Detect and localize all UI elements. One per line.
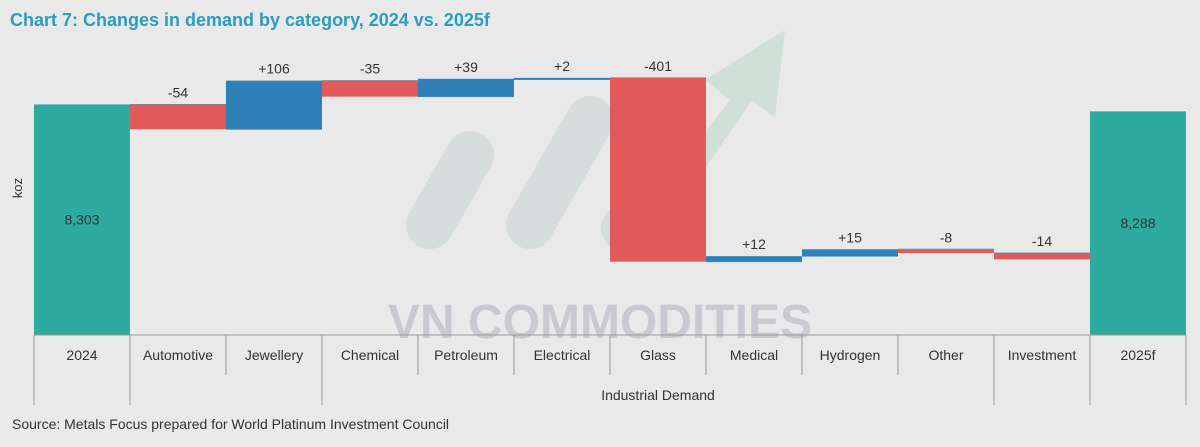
data-label-other: -8 [940,229,953,245]
bar-jewellery [226,80,322,130]
tick-label-2025f: 2025f [1120,347,1155,363]
tick-label-petroleum: Petroleum [434,347,498,363]
tick-label-other: Other [928,347,963,363]
tick-label-2024: 2024 [66,347,97,363]
data-label-electrical: +2 [554,58,570,74]
data-label-jewellery: +106 [258,61,290,77]
bar-investment [994,252,1090,260]
bar-automotive [130,104,226,130]
chart-source: Source: Metals Focus prepared for World … [12,416,450,432]
data-label-automotive: -54 [168,84,188,100]
bar-electrical [514,77,610,80]
tick-label-automotive: Automotive [143,347,213,363]
data-label-2024: 8,303 [64,212,99,228]
bar-glass [610,77,706,262]
data-label-chemical: -35 [360,61,380,77]
data-label-petroleum: +39 [454,59,478,75]
bar-chemical [322,80,418,97]
bar-2025f [1090,111,1186,335]
y-axis-label: koz [10,178,25,198]
bar-hydrogen [802,249,898,257]
data-label-investment: -14 [1032,233,1052,249]
watermark-text: VN COMMODITIES [388,296,812,349]
bar-other [898,249,994,253]
data-label-medical: +12 [742,236,766,252]
bar-petroleum [418,78,514,97]
tick-label-chemical: Chemical [341,347,399,363]
tick-label-jewellery: Jewellery [245,347,303,363]
data-label-glass: -401 [644,58,672,74]
bar-2024 [34,104,130,335]
chart-title: Chart 7: Changes in demand by category, … [10,10,490,30]
tick-label-electrical: Electrical [534,347,591,363]
bar-medical [706,256,802,262]
data-label-hydrogen: +15 [838,229,862,245]
tick-label-investment: Investment [1008,347,1077,363]
group-label-industrial-demand: Industrial Demand [601,387,715,403]
watermark-logo-icon [406,30,785,252]
tick-label-glass: Glass [640,347,676,363]
tick-label-medical: Medical [730,347,778,363]
data-label-2025f: 8,288 [1120,215,1155,231]
tick-label-hydrogen: Hydrogen [820,347,881,363]
